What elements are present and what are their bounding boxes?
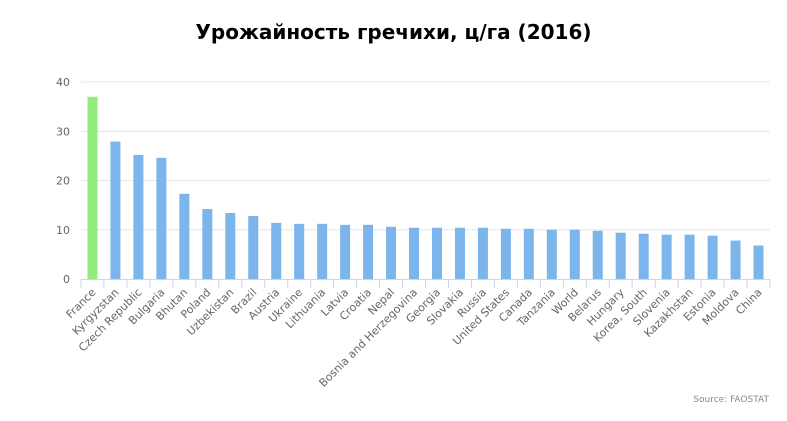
bar-belarus (592, 230, 603, 279)
bar-georgia (431, 227, 442, 279)
y-tick-label: 30 (56, 125, 70, 138)
bar-france (87, 96, 98, 280)
bar-uzbekistan (225, 213, 236, 279)
bar-lithuania (317, 223, 328, 279)
bar-bhutan (179, 193, 190, 279)
bar-kazakhstan (684, 234, 695, 279)
bar-czech-republic (133, 154, 144, 279)
bar-world (569, 229, 580, 279)
source-credit: Source: FAOSTAT (693, 395, 769, 405)
bar-kyrgyzstan (110, 141, 121, 279)
bar-croatia (363, 224, 374, 279)
y-tick-label: 40 (56, 76, 70, 89)
bar-bosnia-and-herzegovina (409, 227, 420, 279)
y-tick-label: 20 (56, 175, 70, 188)
bar-poland (202, 209, 213, 279)
x-tick-label: China (733, 286, 764, 317)
bar-slovakia (454, 227, 465, 279)
bar-nepal (386, 226, 397, 279)
bar-canada (523, 228, 534, 279)
bar-estonia (707, 235, 718, 279)
bar-slovenia (661, 234, 672, 279)
bar-bulgaria (156, 157, 167, 279)
bar-moldova (730, 240, 741, 279)
bar-united-states (500, 228, 511, 279)
y-tick-label: 10 (56, 224, 70, 237)
bar-korea-south (638, 233, 649, 279)
bar-russia (477, 227, 488, 279)
y-tick-label: 0 (63, 273, 70, 286)
bar-ukraine (294, 223, 305, 279)
bar-brazil (248, 215, 259, 279)
bar-tanzania (546, 229, 557, 279)
bar-austria (271, 222, 282, 279)
bar-latvia (340, 224, 351, 279)
chart-title: Урожайность гречихи, ц/га (2016) (195, 20, 592, 44)
bar-hungary (615, 232, 626, 279)
bar-china (753, 245, 764, 279)
